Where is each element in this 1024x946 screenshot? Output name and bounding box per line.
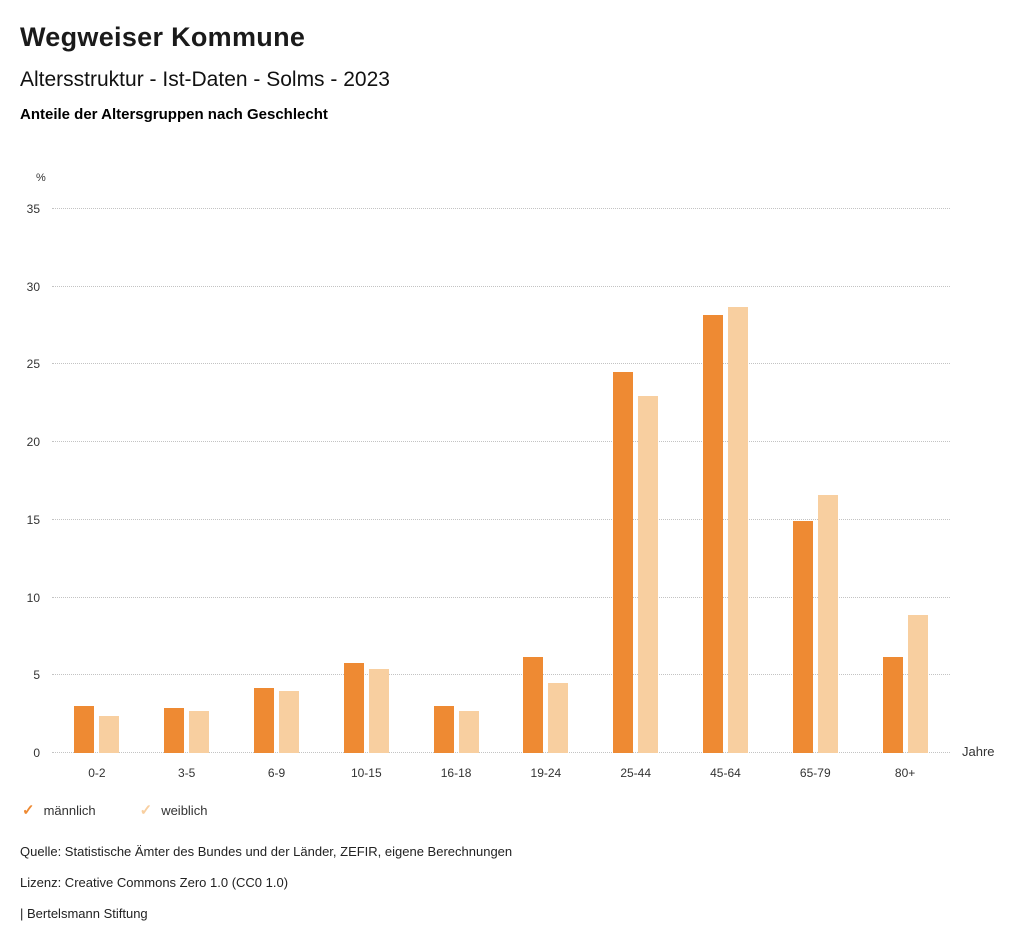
page-title: Wegweiser Kommune [20,22,306,52]
bar-weiblich[interactable] [189,711,210,753]
bar-group: 0-2 [52,209,142,780]
y-tick-label: 35 [26,202,40,216]
y-tick-label: 0 [33,746,40,760]
gridline [52,596,950,598]
bar-maennlich[interactable] [882,656,903,753]
bar-maennlich[interactable] [613,372,634,753]
legend-item-weiblich[interactable]: ✓ weiblich [140,803,208,818]
legend: ✓ männlich ✓ weiblich [22,803,207,818]
y-tick-label: 10 [26,590,40,605]
license-note: Lizenz: Creative Commons Zero 1.0 (CC0 1… [20,875,289,890]
check-icon: ✓ [139,802,153,819]
x-tick-label: 10-15 [350,766,382,780]
gridline [52,285,950,287]
gridline [52,363,950,365]
bar-maennlich[interactable] [433,706,454,753]
x-tick-label: 3-5 [178,766,196,780]
bar-weiblich[interactable] [548,683,569,753]
bar-group: 3-5 [142,209,232,780]
x-tick-label: 25-44 [620,766,652,780]
plot-area: Jahre 0 5 10 15 20 25 30 35 0-2 3-5 6-9 10-15 16-18 1… [27,202,995,780]
x-tick-label: 16-18 [440,766,472,780]
bar-maennlich[interactable] [164,707,185,753]
x-tick-label: 65-79 [799,766,831,780]
y-tick-label: 15 [26,512,40,527]
x-tick-label: 45-64 [710,766,741,780]
bar-group: 65-79 [770,209,860,780]
gridline [52,208,950,209]
bar-group: 6-9 [232,209,322,780]
x-tick-label: 80+ [894,766,916,780]
x-tick-label: 0-2 [88,766,106,780]
chart-heading: Anteile der Altersgruppen nach Geschlech… [20,106,328,123]
y-axis-unit-label: % [36,172,46,184]
bar-group: 45-64 [681,209,771,780]
y-tick-label: 25 [26,357,40,372]
bar-weiblich[interactable] [368,669,389,753]
bar-groups: 0-2 3-5 6-9 10-15 16-18 19-24 25-44 45-64 65-79 8… [52,209,950,780]
bar-weiblich[interactable] [817,495,838,753]
bar-weiblich[interactable] [278,690,299,753]
bar-group: 19-24 [501,209,591,780]
bar-weiblich[interactable] [907,614,928,753]
bar-group: 80+ [860,209,950,780]
gridline [52,752,950,753]
y-tick-label: 5 [33,668,40,683]
bar-group: 10-15 [321,209,411,780]
bar-weiblich[interactable] [727,306,748,753]
bar-maennlich[interactable] [792,521,813,753]
bar-weiblich[interactable] [458,711,479,753]
bar-maennlich[interactable] [702,314,723,753]
gridline [52,674,950,676]
bar-weiblich[interactable] [99,715,120,753]
legend-item-label: weiblich [161,803,208,818]
x-axis-unit-label: Jahre [962,744,995,759]
y-tick-label: 20 [26,435,40,450]
x-tick-label: 19-24 [530,766,562,780]
bar-maennlich[interactable] [253,687,274,753]
attribution-note: | Bertelsmann Stiftung [20,906,148,921]
chart-subtitle: Altersstruktur - Ist-Daten - Solms - 202… [20,68,390,91]
bar-maennlich[interactable] [74,706,95,753]
bar-maennlich[interactable] [523,656,544,753]
bar-maennlich[interactable] [343,662,364,753]
source-note: Quelle: Statistische Ämter des Bundes un… [20,844,513,859]
legend-item-maennlich[interactable]: ✓ männlich [22,803,96,818]
check-icon: ✓ [22,802,35,819]
legend-item-label: männlich [43,803,96,818]
bar-group: 25-44 [591,209,681,780]
gridline [52,518,950,520]
bar-group: 16-18 [411,209,501,780]
bar-weiblich[interactable] [638,395,659,753]
y-tick-label: 30 [26,279,40,294]
x-tick-label: 6-9 [267,766,286,780]
gridline [52,441,950,443]
